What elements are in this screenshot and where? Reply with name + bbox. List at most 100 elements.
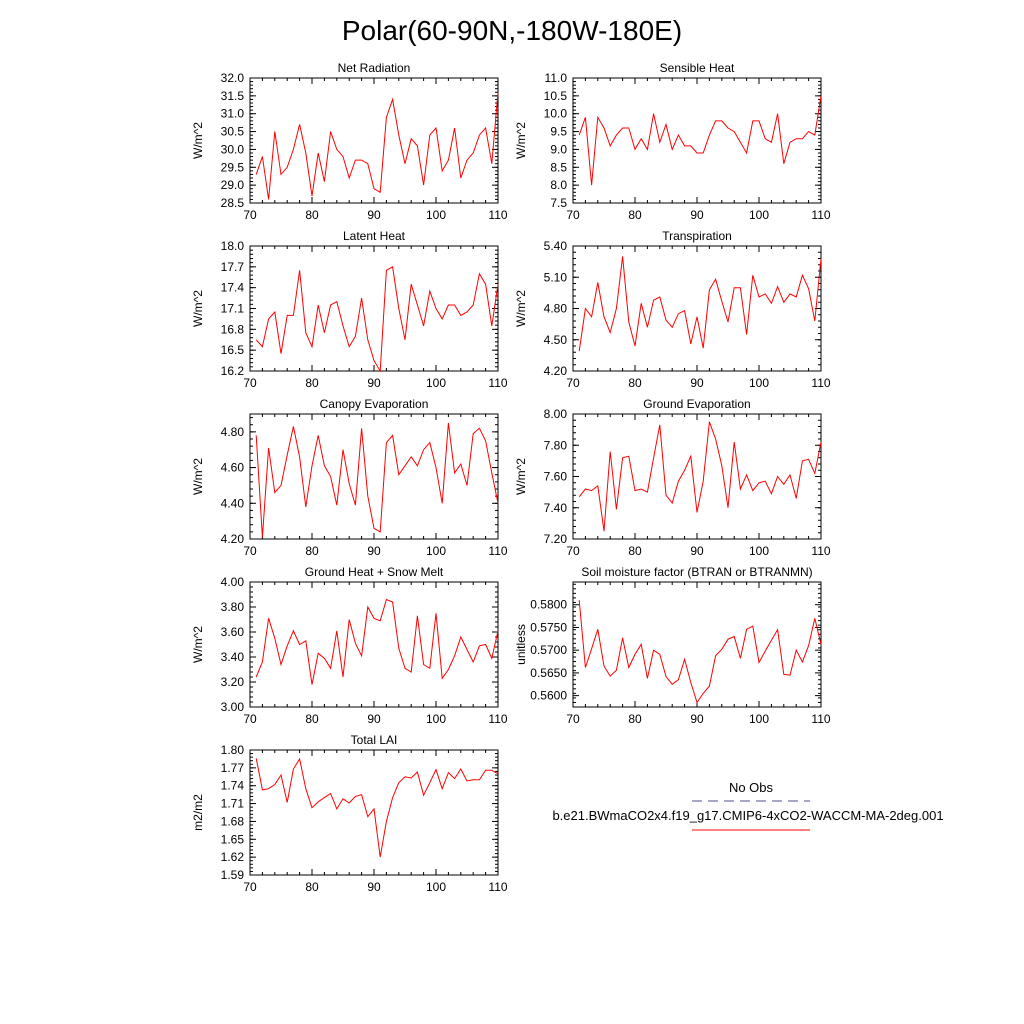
y-tick-label: 1.65 [221,832,245,846]
series-line [578,256,822,352]
series-line [578,600,822,704]
y-tick-label: 1.68 [221,814,245,828]
plot-frame [572,245,822,372]
x-tick-label: 70 [243,544,257,558]
x-tick-label: 90 [690,376,704,390]
plot-frame [572,77,822,204]
x-tick-label: 110 [811,376,830,390]
y-tick-label: 3.80 [221,600,245,614]
x-tick-label: 110 [488,208,507,222]
y-tick-label: 1.74 [221,779,245,793]
panel-8: Soil moisture factor (BTRAN or BTRANMN) u… [514,565,831,726]
y-tick-label: 0.5800 [530,598,567,612]
y-tick-label: 32.0 [221,71,245,85]
x-tick-label: 80 [305,880,319,894]
panel-title: Total LAI [351,733,398,747]
y-tick-label: 31.5 [221,89,245,103]
y-tick-label: 1.71 [221,797,245,811]
y-tick-label: 0.5700 [530,643,567,657]
y-tick-label: 1.77 [221,761,245,775]
x-tick-label: 90 [690,208,704,222]
y-tick-label: 7.60 [544,470,568,484]
y-tick-label: 7.80 [544,438,568,452]
panels: Net Radiation W/m^2 70 80 90 100 110 28.5 29.0 29… [191,61,831,894]
y-tick-label: 16.8 [221,322,245,336]
x-tick-label: 70 [566,544,580,558]
y-tick-label: 5.40 [544,239,568,253]
panel-7: Ground Heat + Snow Melt W/m^2 70 80 90 100 110… [191,565,508,726]
y-tick-label: 29.5 [221,160,245,174]
panel-3: Latent Heat W/m^2 70 80 90 100 110 16.2 16.5 16.8… [191,229,508,390]
plot-frame [572,413,822,540]
y-tick-label: 10.0 [544,107,568,121]
y-tick-label: 11.0 [545,71,568,85]
y-tick-label: 4.40 [221,496,245,510]
y-tick-label: 7.20 [544,532,568,546]
x-tick-label: 70 [566,712,580,726]
y-tick-label: 17.7 [221,260,245,274]
x-tick-label: 80 [628,712,642,726]
y-tick-label: 3.20 [221,675,245,689]
x-tick-label: 80 [628,544,642,558]
y-tick-label: 31.0 [221,107,245,121]
y-tick-label: 0.5600 [530,689,567,703]
y-tick-label: 18.0 [221,239,245,253]
series-line [255,92,499,200]
y-tick-label: 9.0 [550,142,567,156]
x-tick-label: 80 [305,208,319,222]
series-line [578,95,822,186]
x-tick-label: 80 [305,712,319,726]
x-tick-label: 110 [811,208,830,222]
x-tick-label: 80 [305,544,319,558]
x-tick-label: 90 [690,712,704,726]
panel-1: Net Radiation W/m^2 70 80 90 100 110 28.5 29.0 29… [191,61,508,222]
x-tick-label: 80 [628,208,642,222]
series-line [255,757,499,858]
x-tick-label: 110 [488,712,507,726]
y-axis-label: W/m^2 [514,122,528,159]
figure-title: Polar(60-90N,-180W-180E) [342,15,682,46]
plot-frame [249,245,499,372]
y-tick-label: 1.62 [221,850,245,864]
x-tick-label: 90 [367,712,381,726]
y-tick-label: 8.5 [550,160,567,174]
x-tick-label: 110 [488,544,507,558]
y-tick-label: 9.5 [550,125,567,139]
plot-frame [249,413,499,540]
legend-case-label: b.e21.BWmaCO2x4.f19_g17.CMIP6-4xCO2-WACC… [552,808,943,823]
y-tick-label: 1.80 [221,743,245,757]
x-tick-label: 100 [749,376,769,390]
x-tick-label: 90 [367,376,381,390]
panel-title: Ground Heat + Snow Melt [305,565,444,579]
y-tick-label: 4.50 [544,333,568,347]
x-tick-label: 100 [426,208,446,222]
y-tick-label: 4.20 [544,364,568,378]
panel-title: Latent Heat [343,229,406,243]
y-tick-label: 28.5 [221,196,245,210]
x-tick-label: 80 [628,376,642,390]
panel-title: Soil moisture factor (BTRAN or BTRANMN) [581,565,812,579]
x-tick-label: 110 [488,880,507,894]
series-line [255,598,499,685]
y-tick-label: 8.00 [544,407,568,421]
panel-title: Transpiration [662,229,732,243]
y-tick-label: 30.0 [221,142,245,156]
x-tick-label: 110 [488,376,507,390]
y-axis-label: W/m^2 [191,122,205,159]
y-tick-label: 8.0 [550,178,567,192]
y-tick-label: 4.80 [544,302,568,316]
series-line [255,422,499,538]
x-tick-label: 100 [426,376,446,390]
panel-9: Total LAI m2/m2 70 80 90 100 110 1.59 1.62 1.65 1.… [191,733,508,894]
y-tick-label: 7.5 [550,196,567,210]
legend-obs-label: No Obs [729,780,774,795]
panel-5: Canopy Evaporation W/m^2 70 80 90 100 110 4.20 4… [191,397,508,558]
x-tick-label: 100 [749,208,769,222]
panel-4: Transpiration W/m^2 70 80 90 100 110 4.20 4.50 4.… [514,229,831,390]
y-axis-label: W/m^2 [514,290,528,327]
y-axis-label: W/m^2 [191,626,205,663]
x-tick-label: 100 [749,544,769,558]
x-tick-label: 70 [243,712,257,726]
panel-2: Sensible Heat W/m^2 70 80 90 100 110 7.5 8.0 8.5 9… [514,61,831,222]
